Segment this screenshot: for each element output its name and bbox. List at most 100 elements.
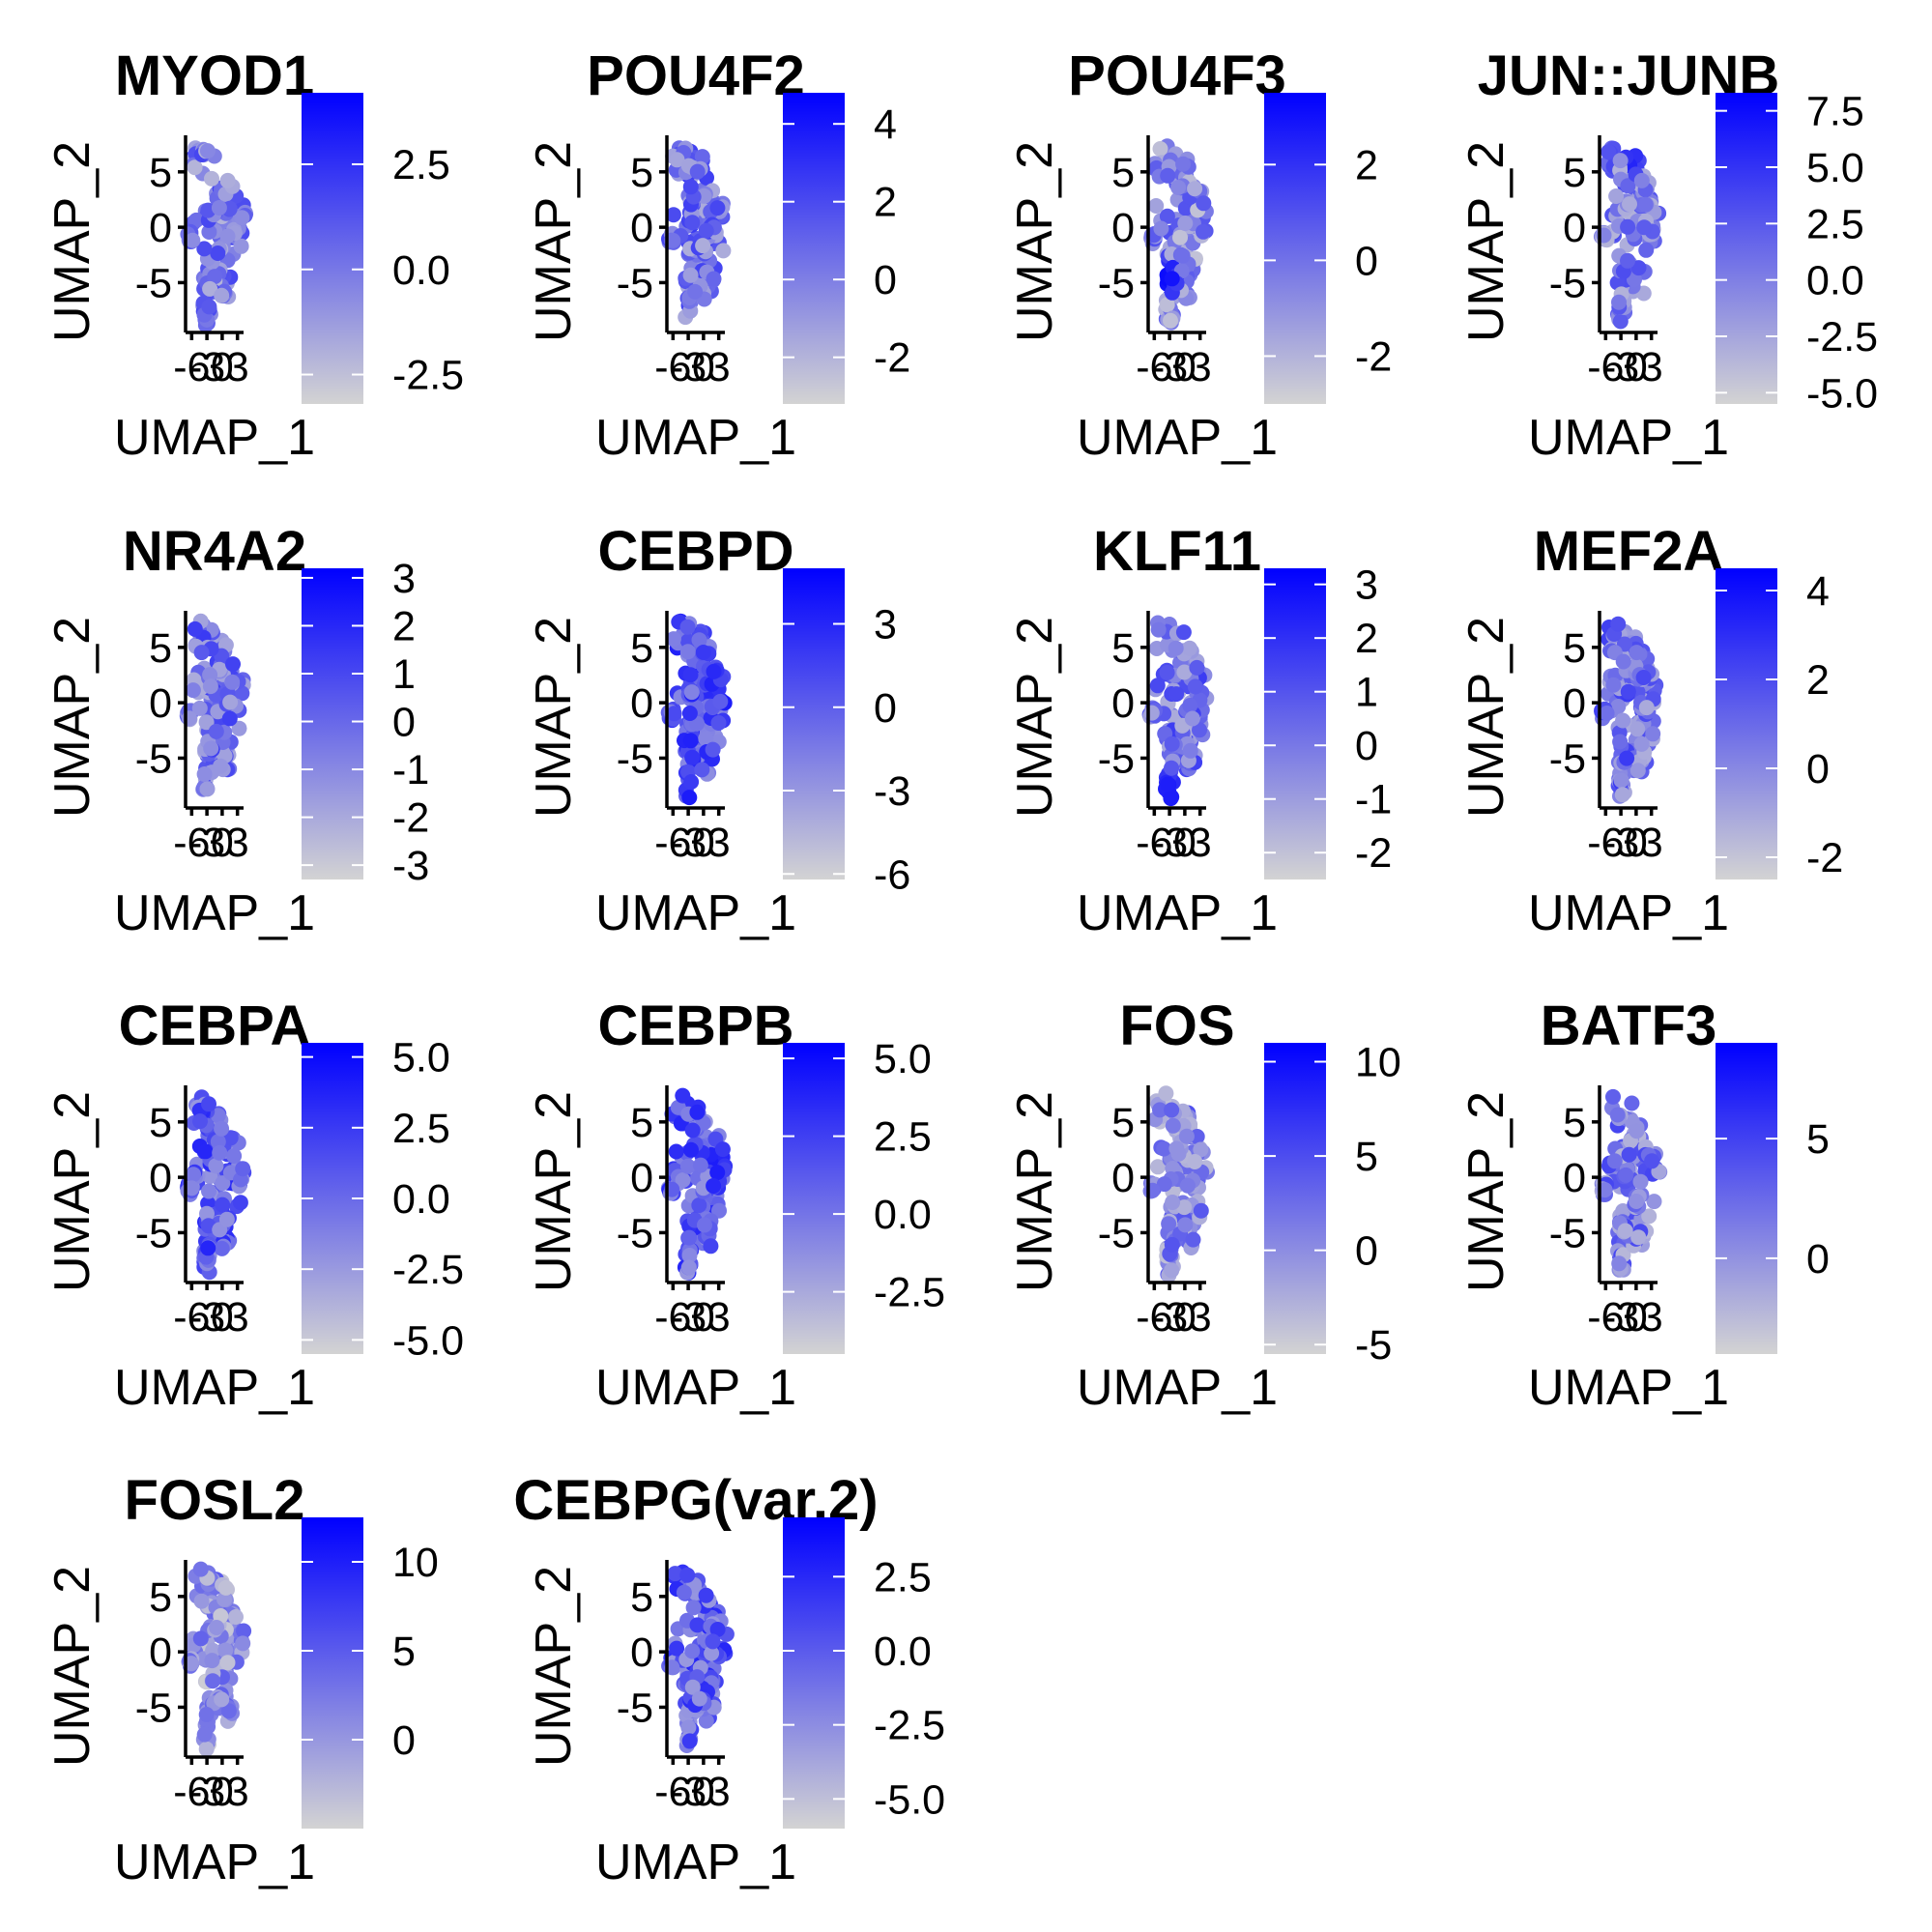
cell-point (204, 1653, 220, 1669)
cell-point (1612, 734, 1629, 750)
y-axis-title: UMAP_2 (1458, 617, 1514, 818)
cell-point (220, 1703, 237, 1719)
x-axis-title: UMAP_1 (595, 885, 796, 941)
x-axis-title: UMAP_1 (114, 1360, 315, 1416)
umap-points (1594, 616, 1664, 804)
x-tick-label: -3 (1151, 344, 1188, 390)
cell-point (211, 200, 227, 216)
y-tick-label: 0 (149, 1155, 172, 1201)
cell-point (210, 245, 226, 261)
y-tick-label: -5 (617, 735, 653, 782)
x-tick-label: -6 (1587, 1294, 1624, 1341)
x-axis-title: UMAP_1 (1528, 885, 1729, 941)
cell-point (681, 1248, 698, 1263)
cell-point (216, 1591, 233, 1607)
colorbar-tick-label: 0 (1806, 746, 1830, 793)
x-tick-label: 3 (1189, 344, 1212, 390)
colorbar-tick-label: 1 (392, 651, 416, 698)
colorbar-tick-label: 2.5 (874, 1114, 932, 1161)
cell-point (1611, 1255, 1628, 1272)
colorbar: 3 2 1 0 -1 -2 (1264, 562, 1392, 879)
panel-title: CEBPB (597, 995, 793, 1057)
x-tick-label: -6 (173, 344, 210, 390)
colorbar-tick-label: 0.0 (1806, 258, 1864, 304)
y-tick-label: 5 (1111, 1100, 1135, 1146)
colorbar: 5.0 2.5 0.0 -2.5 -5.0 (302, 1035, 464, 1364)
cell-point (1629, 721, 1646, 737)
colorbar-tick-label: 0 (874, 257, 897, 303)
x-axis-title: UMAP_1 (595, 410, 796, 466)
cell-point (1168, 640, 1184, 656)
cell-point (212, 1144, 228, 1161)
colorbar-tick-label: 4 (1806, 568, 1830, 615)
cell-point (214, 1120, 230, 1137)
colorbar-gradient (1716, 1043, 1777, 1354)
cell-point (1618, 1167, 1634, 1183)
axes (665, 135, 725, 334)
x-tick-label: 3 (226, 820, 249, 866)
cell-point (1163, 312, 1178, 329)
cell-point (192, 1561, 209, 1577)
y-axis-title: UMAP_2 (1007, 141, 1063, 342)
cell-point (1646, 1194, 1662, 1210)
cell-point (679, 1158, 696, 1174)
cell-point (215, 1197, 231, 1213)
cell-point (665, 207, 681, 223)
colorbar-tick-label: 2 (1355, 616, 1378, 662)
x-tick-label: -3 (188, 820, 225, 866)
x-tick-label: -6 (654, 1294, 691, 1341)
colorbar-tick-label: 0.0 (392, 1176, 450, 1223)
cell-point (201, 224, 217, 240)
cell-point (207, 269, 223, 285)
colorbar-tick-label: 0 (1355, 1228, 1378, 1275)
y-axis-title: UMAP_2 (526, 1091, 582, 1292)
colorbar: 4 2 0 -2 (783, 93, 910, 404)
cell-point (1181, 640, 1197, 656)
axes (184, 1085, 244, 1284)
cell-point (679, 619, 696, 635)
cell-point (1621, 1146, 1637, 1163)
colorbar: 2.5 0.0 -2.5 -5.0 (783, 1517, 945, 1829)
cell-point (695, 645, 711, 660)
cell-point (193, 1593, 210, 1609)
y-tick-label: -5 (135, 260, 172, 306)
cell-point (222, 694, 239, 710)
axes (1598, 611, 1658, 810)
y-tick-label: -5 (617, 1210, 653, 1256)
colorbar-tick-label: 0 (874, 685, 897, 732)
cell-point (689, 163, 706, 180)
colorbar-tick-label: -2.5 (392, 1247, 464, 1293)
cell-point (1193, 1202, 1209, 1219)
x-tick-label: 3 (1640, 820, 1663, 866)
cell-point (665, 631, 681, 648)
x-tick-label: 3 (1640, 1294, 1663, 1341)
cell-point (224, 674, 241, 690)
cell-point (712, 693, 729, 709)
cell-point (669, 1640, 685, 1657)
feature-panel: JUN::JUNB50-5-6-303UMAP_1UMAP_27.55.02.5… (1458, 44, 1878, 466)
colorbar-tick-label: -2.5 (874, 1270, 945, 1316)
cell-point (1620, 218, 1636, 235)
cell-point (1159, 208, 1175, 224)
umap-points (1142, 1085, 1215, 1283)
axes (184, 1560, 244, 1759)
cell-point (1175, 624, 1192, 641)
cell-point (1638, 700, 1655, 716)
cell-point (1605, 677, 1622, 693)
colorbar-tick-label: 5 (1355, 1134, 1378, 1180)
cell-point (706, 271, 722, 287)
panel-title: FOSL2 (125, 1469, 305, 1532)
colorbar-tick-label: 3 (874, 602, 897, 649)
cell-point (710, 715, 727, 731)
y-tick-label: -5 (617, 260, 653, 306)
cell-point (231, 720, 247, 736)
cell-point (698, 1587, 714, 1603)
y-tick-label: -5 (617, 1685, 653, 1731)
panel-title: CEBPD (597, 520, 793, 583)
cell-point (1615, 1203, 1631, 1219)
cell-point (689, 1104, 706, 1120)
colorbar: 2 0 -2 (1264, 93, 1392, 404)
x-axis-title: UMAP_1 (595, 1360, 796, 1416)
cell-point (188, 212, 205, 228)
cell-point (1170, 180, 1187, 195)
